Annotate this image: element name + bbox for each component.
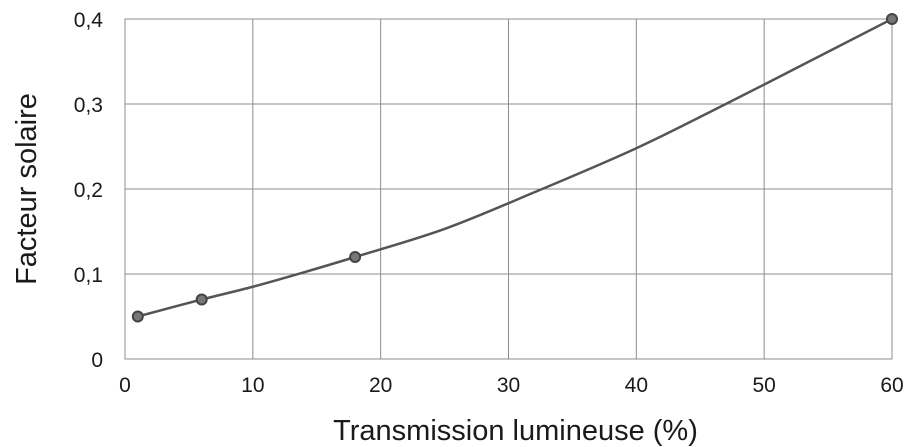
x-tick-label: 20 bbox=[369, 374, 392, 397]
x-tick-label: 60 bbox=[880, 374, 903, 397]
y-tick-label: 0,3 bbox=[74, 94, 103, 117]
data-point bbox=[195, 293, 208, 306]
x-tick-label: 50 bbox=[752, 374, 775, 397]
data-point bbox=[131, 310, 144, 323]
data-point bbox=[886, 13, 898, 25]
data-points bbox=[131, 13, 898, 323]
x-tick-label: 40 bbox=[625, 374, 648, 397]
x-axis-title: Transmission lumineuse (%) bbox=[333, 415, 698, 447]
x-tick-label: 30 bbox=[497, 374, 520, 397]
series-curve bbox=[137, 17, 893, 318]
y-axis-ticks: 0 0,1 0,2 0,3 0,4 bbox=[74, 9, 104, 372]
grid bbox=[124, 18, 893, 360]
x-axis-ticks: 0 10 20 30 40 50 60 bbox=[119, 374, 904, 397]
y-tick-label: 0,2 bbox=[74, 179, 103, 202]
x-tick-label: 10 bbox=[241, 374, 264, 397]
y-tick-label: 0 bbox=[91, 349, 103, 372]
y-axis-title: Facteur solaire bbox=[11, 93, 43, 285]
y-tick-label: 0,1 bbox=[74, 264, 103, 287]
data-point bbox=[349, 251, 362, 263]
x-tick-label: 0 bbox=[119, 374, 131, 397]
y-tick-label: 0,4 bbox=[74, 9, 104, 32]
plot-area-frame bbox=[124, 18, 893, 360]
